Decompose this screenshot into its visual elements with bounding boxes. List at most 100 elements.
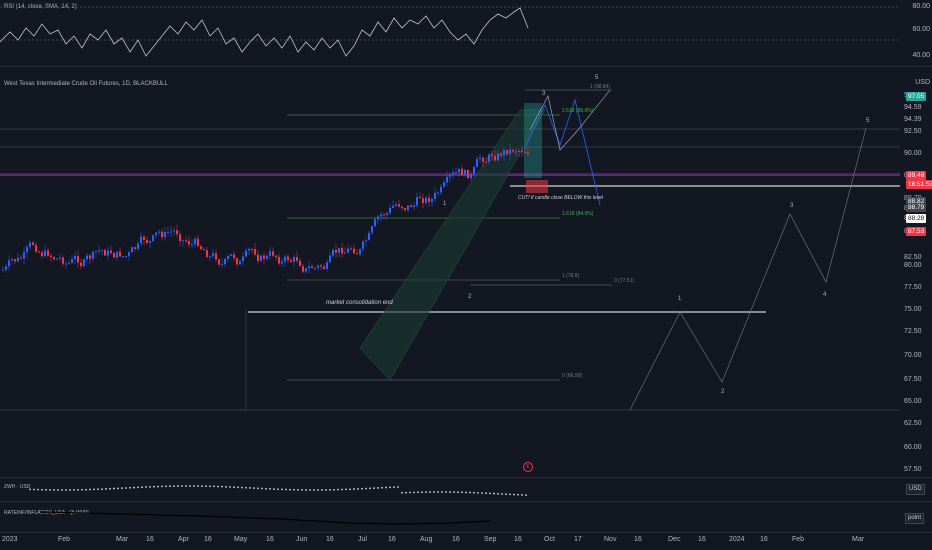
symbol-title: West Texas Intermediate Crude Oil Future… xyxy=(4,81,168,87)
volume-dot xyxy=(473,491,475,494)
volume-dot xyxy=(133,486,135,489)
volume-dot xyxy=(449,491,451,493)
candle-body xyxy=(365,240,367,242)
candle-body xyxy=(125,256,127,258)
price-pane[interactable]: West Texas Intermediate Crude Oil Future… xyxy=(0,67,900,477)
candle-body xyxy=(119,251,121,257)
candle-body xyxy=(113,252,115,258)
candle-body xyxy=(20,257,22,259)
price-axis-label: 77.50 xyxy=(904,284,922,291)
volume-dot xyxy=(333,488,335,491)
candle-body xyxy=(359,249,361,255)
volume-dot xyxy=(405,491,407,494)
candle-body xyxy=(353,248,355,254)
time-axis-label: 16 xyxy=(514,536,522,543)
candle-body xyxy=(167,231,169,233)
time-axis-label: 17 xyxy=(574,536,582,543)
candle-body xyxy=(479,157,481,160)
pane-divider[interactable] xyxy=(0,66,932,67)
rsi-axis: 80.00 60.00 40.00 xyxy=(912,3,930,59)
candle-body xyxy=(221,264,223,266)
candle-body xyxy=(233,254,235,259)
candle-body xyxy=(368,232,370,241)
volume-dot xyxy=(373,487,375,490)
volume-dot xyxy=(301,489,303,491)
volume-dot xyxy=(189,485,191,487)
volume-dot xyxy=(241,486,243,489)
candle-body xyxy=(374,219,376,227)
candle-body xyxy=(302,266,304,272)
candle-body xyxy=(434,192,436,199)
volume-dot xyxy=(257,487,259,490)
volume-dot xyxy=(129,486,131,489)
candle-body xyxy=(206,250,208,258)
candle-body xyxy=(56,258,58,260)
event-badge[interactable]: E xyxy=(523,462,533,472)
volume-dot xyxy=(113,487,115,490)
candle-body xyxy=(428,197,430,202)
price-tag: 88.79 xyxy=(906,203,927,212)
candle-body xyxy=(110,250,112,253)
candle-body xyxy=(182,240,184,242)
lower-pane[interactable]: ZWH · USD xyxy=(0,478,900,500)
time-axis-label: 16 xyxy=(326,536,334,543)
volume-dot xyxy=(477,491,479,494)
candle-body xyxy=(23,252,25,259)
time-axis-label: 16 xyxy=(634,536,642,543)
volume-dot xyxy=(169,485,171,488)
price-axis-label: 72.50 xyxy=(904,328,922,335)
candle-body xyxy=(209,256,211,258)
volume-dot xyxy=(353,488,355,490)
volume-dot xyxy=(317,489,319,491)
time-axis-label: Nov xyxy=(604,536,617,543)
pane-divider-3[interactable] xyxy=(0,501,932,502)
lower-currency[interactable]: USD xyxy=(906,484,925,495)
candle-body xyxy=(212,253,214,257)
rsi-line xyxy=(0,7,529,57)
price-axis[interactable]: USD xyxy=(900,67,932,477)
volume-dot xyxy=(61,489,63,491)
volume-dot xyxy=(109,487,111,490)
volume-dot xyxy=(481,492,483,494)
candle-body xyxy=(227,255,229,259)
candle-body xyxy=(86,255,88,260)
price-axis-label: 94.39 xyxy=(904,116,922,123)
candle-body xyxy=(464,169,466,176)
price-axis-label: 67.50 xyxy=(904,376,922,383)
pane-divider-2[interactable] xyxy=(0,477,932,478)
point-label[interactable]: point xyxy=(905,513,925,524)
candle-body xyxy=(95,251,97,253)
volume-dot xyxy=(277,488,279,491)
volume-dot xyxy=(193,485,195,487)
fib-2618: 2.618 (95.9%) xyxy=(562,108,594,114)
candle-body xyxy=(443,182,445,187)
fib-1618: 1.618 (84.9%) xyxy=(562,211,594,217)
candle-body xyxy=(152,235,154,242)
volume-dot xyxy=(285,488,287,491)
volume-dot xyxy=(181,485,183,487)
price-tag: 88.82 xyxy=(906,197,927,206)
volume-dot xyxy=(485,492,487,495)
candle-body xyxy=(287,256,289,261)
volume-dot xyxy=(149,485,151,488)
candle-body xyxy=(422,198,424,204)
inflation-pane[interactable]: RATEINF/INFLATION_USA · QUANDL xyxy=(0,502,900,532)
volume-dot xyxy=(357,488,359,490)
candle-body xyxy=(371,226,373,233)
candle-body xyxy=(254,249,256,255)
volume-dot xyxy=(105,488,107,490)
volume-dot xyxy=(517,493,519,496)
candle-body xyxy=(59,257,61,259)
candle-body xyxy=(455,172,457,174)
volume-dot xyxy=(337,488,339,491)
candle-body xyxy=(500,153,502,156)
candle-body xyxy=(224,258,226,265)
time-axis-divider xyxy=(0,532,932,533)
candle-body xyxy=(281,261,283,264)
time-axis-label: 16 xyxy=(698,536,706,543)
volume-dot xyxy=(521,494,523,496)
candle-body xyxy=(506,150,508,155)
candle-body xyxy=(362,241,364,250)
candle-body xyxy=(47,250,49,256)
candle-body xyxy=(308,266,310,269)
